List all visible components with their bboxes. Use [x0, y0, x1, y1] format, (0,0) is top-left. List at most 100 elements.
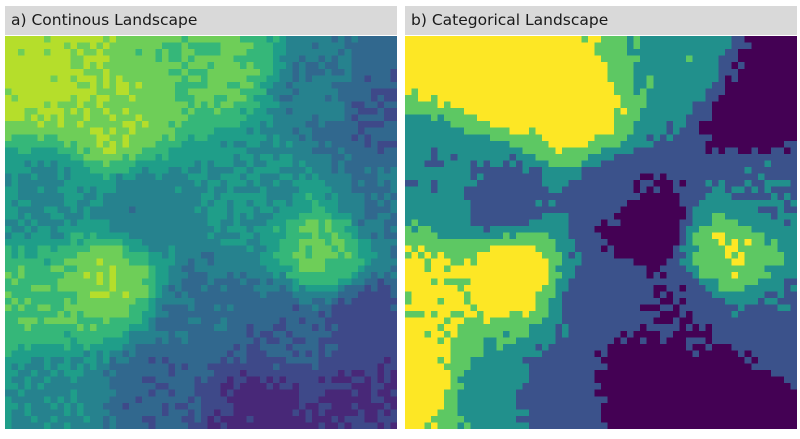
heatmap-cell	[318, 55, 326, 63]
heatmap-cell	[83, 363, 91, 371]
heatmap-cell	[253, 239, 261, 247]
heatmap-cell	[390, 193, 397, 201]
heatmap-cell	[174, 350, 182, 358]
heatmap-cell	[181, 343, 189, 351]
heatmap-cell	[129, 337, 137, 345]
heatmap-cell	[103, 252, 111, 260]
heatmap-cell	[207, 304, 215, 312]
heatmap-cell	[364, 88, 372, 96]
heatmap-cell	[181, 370, 189, 378]
heatmap-cell	[790, 94, 797, 102]
heatmap-cell	[168, 180, 176, 188]
heatmap-cell	[246, 173, 254, 181]
heatmap-cell	[96, 396, 104, 404]
heatmap-cell	[181, 350, 189, 358]
heatmap-cell	[312, 36, 320, 44]
heatmap-cell	[338, 55, 346, 63]
heatmap-cell	[142, 167, 150, 175]
heatmap-cell	[285, 402, 293, 410]
heatmap-cell	[135, 55, 143, 63]
heatmap-cell	[63, 49, 71, 57]
heatmap-cell	[161, 140, 169, 148]
heatmap-cell	[187, 108, 195, 116]
heatmap-cell	[738, 140, 746, 148]
heatmap-cell	[418, 140, 426, 148]
heatmap-cell	[607, 167, 615, 175]
heatmap-cell	[731, 62, 739, 70]
heatmap-cell	[279, 330, 287, 338]
heatmap-cell	[89, 337, 97, 345]
heatmap-cell	[89, 402, 97, 410]
heatmap-cell	[285, 75, 293, 83]
heatmap-cell	[63, 167, 71, 175]
heatmap-cell	[246, 140, 254, 148]
heatmap-cell	[161, 317, 169, 325]
heatmap-cell	[318, 356, 326, 364]
heatmap-cell	[207, 298, 215, 306]
heatmap-cell	[18, 225, 26, 233]
heatmap-cell	[535, 147, 543, 155]
heatmap-cell	[299, 343, 307, 351]
heatmap-cell	[344, 42, 352, 50]
heatmap-cell	[168, 88, 176, 96]
heatmap-cell	[470, 75, 478, 83]
heatmap-cell	[103, 108, 111, 116]
heatmap-cell	[18, 153, 26, 161]
heatmap-cell	[253, 114, 261, 122]
heatmap-cell	[233, 193, 241, 201]
heatmap-cell	[266, 62, 274, 70]
heatmap-cell	[122, 415, 130, 423]
heatmap-cell	[666, 101, 674, 109]
heatmap-cell	[338, 252, 346, 260]
heatmap-cell	[207, 186, 215, 194]
heatmap-cell	[405, 62, 413, 70]
heatmap-cell	[246, 324, 254, 332]
heatmap-cell	[83, 42, 91, 50]
heatmap-cell	[692, 173, 700, 181]
heatmap-cell	[83, 167, 91, 175]
heatmap-cell	[57, 225, 65, 233]
heatmap-cell	[364, 186, 372, 194]
heatmap-cell	[161, 415, 169, 423]
heatmap-cell	[331, 409, 339, 417]
heatmap-cell	[37, 356, 45, 364]
heatmap-cell	[509, 49, 517, 57]
heatmap-cell	[357, 415, 365, 423]
heatmap-cell	[5, 173, 13, 181]
heatmap-cell	[259, 356, 267, 364]
heatmap-cell	[155, 245, 163, 253]
heatmap-cell	[44, 389, 52, 397]
heatmap-cell	[187, 265, 195, 273]
heatmap-cell	[601, 36, 609, 44]
heatmap-cell	[607, 55, 615, 63]
heatmap-cell	[383, 88, 391, 96]
heatmap-cell	[109, 343, 117, 351]
heatmap-cell	[555, 75, 563, 83]
heatmap-cell	[37, 278, 45, 286]
heatmap-cell	[744, 88, 752, 96]
heatmap-cell	[535, 55, 543, 63]
heatmap-cell	[148, 383, 156, 391]
heatmap-cell	[76, 160, 84, 168]
heatmap-cell	[103, 186, 111, 194]
heatmap-cell	[272, 422, 280, 429]
heatmap-cell	[357, 134, 365, 142]
heatmap-cell	[574, 75, 582, 83]
heatmap-cell	[76, 370, 84, 378]
heatmap-cell	[351, 108, 359, 116]
heatmap-cell	[364, 68, 372, 76]
heatmap-cell	[207, 140, 215, 148]
heatmap-cell	[390, 245, 397, 253]
heatmap-cell	[640, 173, 648, 181]
heatmap-cell	[109, 186, 117, 194]
heatmap-cell	[744, 121, 752, 129]
heatmap-cell	[777, 173, 785, 181]
heatmap-cell	[548, 75, 556, 83]
heatmap-cell	[614, 81, 622, 89]
heatmap-cell	[174, 337, 182, 345]
heatmap-cell	[63, 343, 71, 351]
heatmap-cell	[155, 108, 163, 116]
heatmap-cell	[76, 304, 84, 312]
heatmap-cell	[89, 265, 97, 273]
heatmap-cell	[63, 337, 71, 345]
